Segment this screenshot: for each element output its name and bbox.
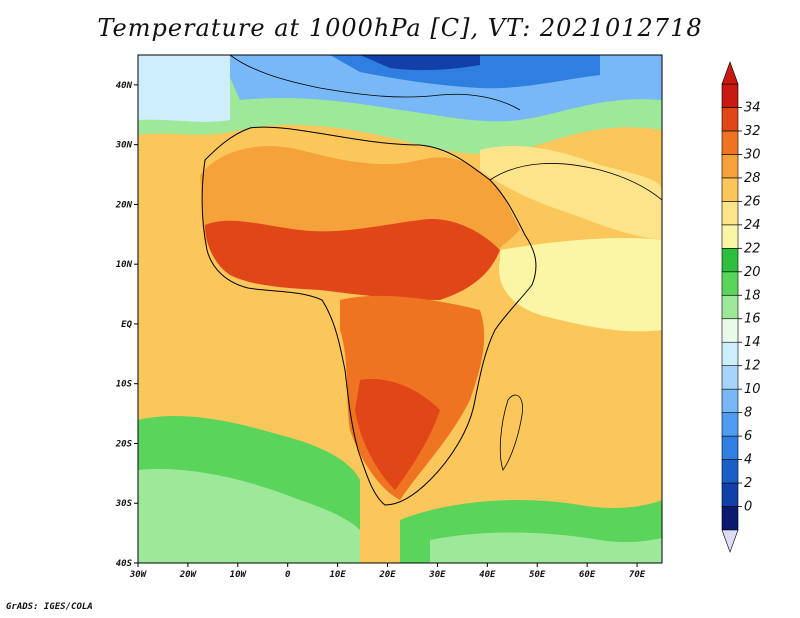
lon-tick-label: 20E — [378, 570, 396, 580]
lon-tick-label: 10E — [329, 570, 346, 580]
colorbar-segment — [721, 412, 739, 437]
lat-tick-label: EQ — [121, 320, 132, 330]
colorbar-segment — [721, 365, 739, 390]
colorbar-label: 16 — [744, 312, 761, 327]
colorbar-label: 14 — [744, 335, 761, 350]
lon-tick-label: 30W — [129, 570, 148, 580]
lat-tick-label: 20N — [115, 200, 133, 210]
lat-tick-label: 10S — [116, 380, 133, 390]
colorbar-label: 34 — [744, 100, 761, 115]
temperature-field — [138, 55, 662, 563]
colorbar-segment — [721, 388, 739, 413]
colorbar-segment — [721, 435, 739, 460]
colorbar-segment — [721, 83, 739, 108]
colorbar-label: 32 — [744, 124, 761, 139]
colorbar-segment — [721, 130, 739, 155]
colorbar-label: 10 — [744, 382, 761, 397]
lat-tick-label: 30N — [115, 141, 133, 151]
colorbar-segment — [721, 318, 739, 343]
europe-coastline — [229, 55, 521, 111]
colorbar-label: 12 — [744, 359, 761, 374]
colorbar-segment — [721, 506, 739, 531]
colorbar-label: 28 — [744, 171, 761, 186]
colorbar-label: 4 — [744, 453, 752, 468]
lon-tick-label: 70E — [629, 570, 646, 580]
colorbar-segment — [721, 224, 739, 249]
colorbar-label: 22 — [744, 241, 761, 256]
lon-tick-label: 40E — [479, 570, 496, 580]
colorbar-segment — [721, 294, 739, 320]
colorbar-segment — [721, 177, 739, 202]
lon-tick-label: 50E — [529, 570, 546, 580]
credit-text: GrADS: IGES/COLA — [6, 602, 93, 612]
lon-tick-label: 60E — [579, 570, 596, 580]
longitude-axis: 30W 20W 10W 0 10E 20E 30E 40E 50E 60E 70E — [129, 563, 646, 580]
lat-tick-label: 40N — [116, 81, 133, 91]
lon-tick-label: 10W — [230, 570, 248, 580]
lon-tick-label: 30E — [428, 570, 446, 580]
colorbar-label: 26 — [744, 194, 761, 209]
colorbar-segment — [721, 459, 739, 484]
colorbar-segment — [721, 341, 739, 366]
colorbar-segment — [721, 201, 739, 226]
lat-tick-label: 20S — [115, 439, 133, 449]
chart-title: Temperature at 1000hPa [C], VT: 20210127… — [97, 14, 703, 42]
colorbar-segment — [721, 271, 739, 296]
map-frame — [137, 54, 663, 564]
colorbar-label: 8 — [744, 406, 752, 421]
colorbar-segment — [721, 248, 739, 273]
lon-tick-label: 0 — [285, 570, 291, 580]
colorbar-label: 18 — [744, 288, 761, 303]
colorbar-max-arrow — [721, 61, 739, 85]
lon-tick-label: 20W — [179, 570, 198, 580]
colorbar-label: 6 — [744, 429, 752, 444]
arabia-coastline — [489, 163, 662, 201]
madagascar-coastline — [499, 394, 523, 471]
colorbar-min-arrow — [721, 529, 739, 553]
colorbar-label: 24 — [744, 218, 761, 233]
africa-coastline — [201, 126, 537, 506]
colorbar-label: 2 — [744, 476, 752, 491]
colorbar-label: 0 — [744, 500, 752, 515]
colorbar-segment — [721, 107, 739, 132]
lat-tick-label: 30S — [115, 499, 133, 509]
colorbar-label: 20 — [744, 265, 761, 280]
lat-tick-label: 40S — [116, 559, 133, 569]
lat-tick-label: 10N — [116, 260, 133, 270]
colorbar-segment — [721, 154, 739, 179]
latitude-axis: 40S 30S 20S 10S EQ 10N 20N 30N 40N — [115, 81, 138, 569]
colorbar-segment — [721, 482, 739, 507]
colorbar-label: 30 — [744, 147, 761, 162]
